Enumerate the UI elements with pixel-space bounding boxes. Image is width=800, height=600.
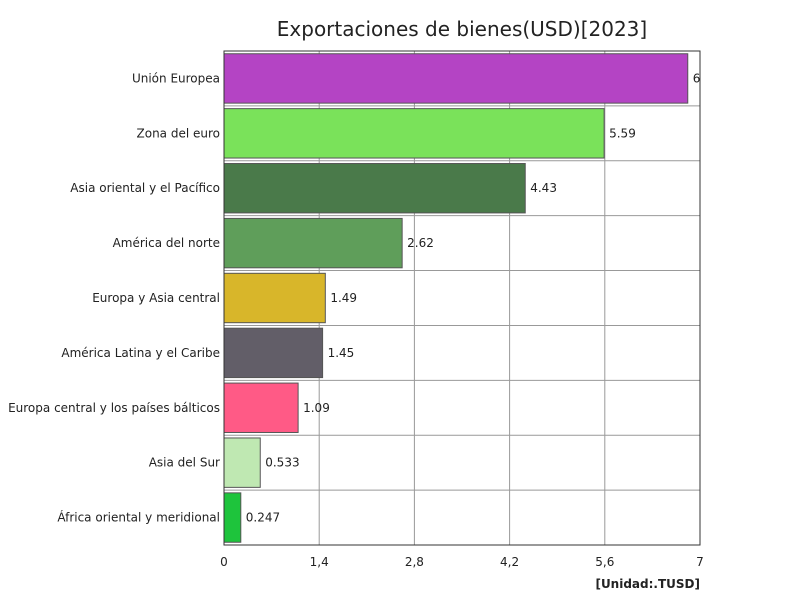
category-labels: Unión Europea Zona del euro Asia oriental … [8,71,220,524]
x-axis-ticks: 0 1,4 2,8 4,2 5,6 7 [220,555,704,569]
x-tick-label: 4,2 [500,555,519,569]
bar [223,327,324,379]
data-label: 6 [693,71,701,85]
bar [223,163,526,214]
data-label: 1.49 [330,291,357,305]
data-label: 0.533 [265,456,299,470]
x-tick-label: 1,4 [310,555,329,569]
data-label: 1.09 [303,401,330,415]
bar [223,272,326,324]
unit-label: [Unidad:.TUSD] [595,577,700,591]
x-tick-label: 2,8 [405,555,424,569]
category-label: América Latina y el Caribe [61,346,220,360]
chart-title: Exportaciones de bienes(USD)[2023] [277,17,647,41]
category-label: África oriental y meridional [57,510,220,525]
category-label: Asia del Sur [149,456,220,470]
bar [223,492,242,543]
data-label: 2.62 [407,236,434,250]
x-tick-label: 0 [220,555,228,569]
category-label: Asia oriental y el Pacífico [70,181,220,195]
x-tick-label: 5,6 [595,555,614,569]
category-label: América del norte [113,236,220,250]
category-label: Zona del euro [137,126,220,140]
data-label: 4.43 [530,181,557,195]
data-label: 1.45 [328,346,355,360]
bar [223,437,261,488]
category-label: Unión Europea [132,71,220,85]
x-tick-label: 7 [696,555,704,569]
bar [223,53,689,104]
category-label: Europa central y los países bálticos [8,401,220,415]
bar [223,108,605,159]
bars [223,53,689,543]
data-label: 5.59 [609,126,636,140]
data-label: 0.247 [246,511,280,525]
bar [223,217,403,269]
value-labels: 6 5.59 4.43 2.62 1.49 1.45 1.09 0.533 0.247 [246,71,701,524]
category-label: Europa y Asia central [92,291,220,305]
bar [223,382,299,433]
plot-area-frame [223,50,701,546]
